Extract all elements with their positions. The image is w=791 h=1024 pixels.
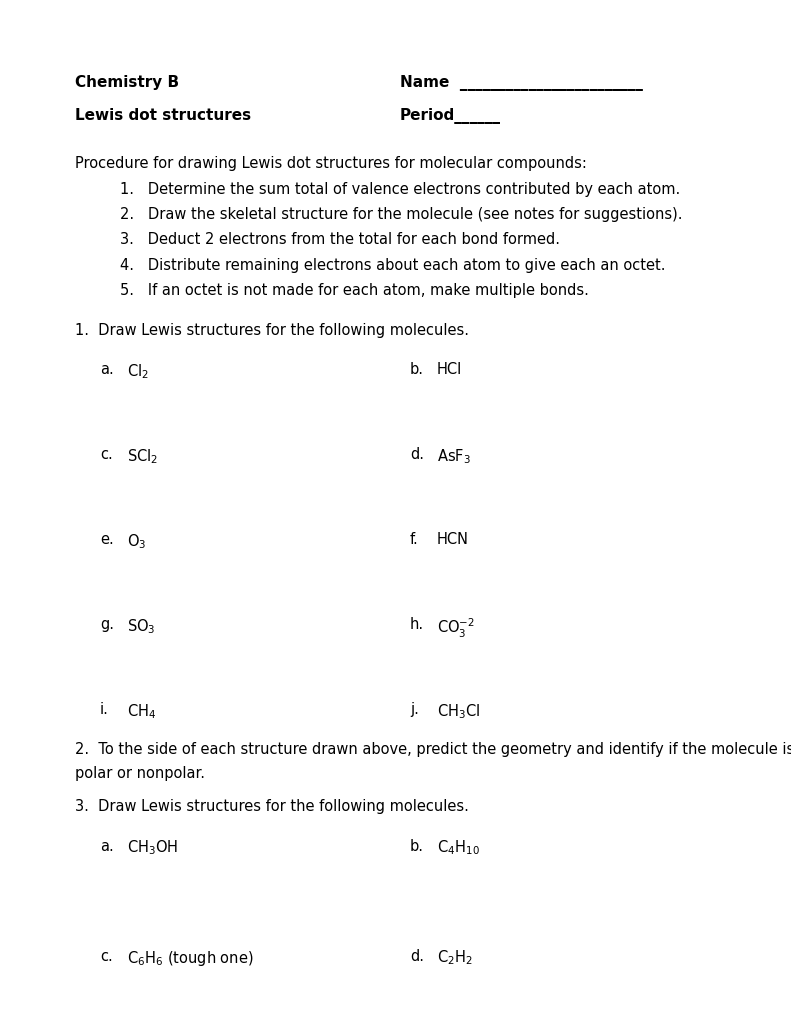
- Text: C$_6$H$_6$ (tough one): C$_6$H$_6$ (tough one): [127, 948, 254, 968]
- Text: f.: f.: [410, 532, 418, 547]
- Text: h.: h.: [410, 617, 424, 632]
- Text: e.: e.: [100, 532, 114, 547]
- Text: SO$_3$: SO$_3$: [127, 617, 156, 636]
- Text: 3.   Deduct 2 electrons from the total for each bond formed.: 3. Deduct 2 electrons from the total for…: [120, 232, 560, 248]
- Text: d.: d.: [410, 447, 424, 462]
- Text: HCl: HCl: [437, 362, 462, 377]
- Text: 3.  Draw Lewis structures for the following molecules.: 3. Draw Lewis structures for the followi…: [75, 799, 469, 814]
- Text: c.: c.: [100, 948, 113, 964]
- Text: 2.   Draw the skeletal structure for the molecule (see notes for suggestions).: 2. Draw the skeletal structure for the m…: [120, 207, 683, 222]
- Text: 5.   If an octet is not made for each atom, make multiple bonds.: 5. If an octet is not made for each atom…: [120, 283, 589, 298]
- Text: Period______: Period______: [400, 108, 501, 124]
- Text: Lewis dot structures: Lewis dot structures: [75, 108, 251, 123]
- Text: CO$_3^{-2}$: CO$_3^{-2}$: [437, 617, 475, 640]
- Text: C$_2$H$_2$: C$_2$H$_2$: [437, 948, 473, 968]
- Text: SCl$_2$: SCl$_2$: [127, 447, 158, 466]
- Text: Chemistry B: Chemistry B: [75, 75, 179, 90]
- Text: C$_4$H$_{10}$: C$_4$H$_{10}$: [437, 839, 480, 857]
- Text: CH$_3$OH: CH$_3$OH: [127, 839, 178, 857]
- Text: a.: a.: [100, 362, 114, 377]
- Text: g.: g.: [100, 617, 114, 632]
- Text: HCN: HCN: [437, 532, 469, 547]
- Text: Name  ________________________: Name ________________________: [400, 75, 643, 91]
- Text: b.: b.: [410, 362, 424, 377]
- Text: polar or nonpolar.: polar or nonpolar.: [75, 766, 205, 781]
- Text: Procedure for drawing Lewis dot structures for molecular compounds:: Procedure for drawing Lewis dot structur…: [75, 157, 587, 171]
- Text: i.: i.: [100, 702, 109, 717]
- Text: CH$_4$: CH$_4$: [127, 702, 157, 721]
- Text: d.: d.: [410, 948, 424, 964]
- Text: CH$_3$Cl: CH$_3$Cl: [437, 702, 480, 721]
- Text: AsF$_3$: AsF$_3$: [437, 447, 471, 466]
- Text: 1.   Determine the sum total of valence electrons contributed by each atom.: 1. Determine the sum total of valence el…: [120, 181, 680, 197]
- Text: c.: c.: [100, 447, 113, 462]
- Text: Cl$_2$: Cl$_2$: [127, 362, 149, 381]
- Text: O$_3$: O$_3$: [127, 532, 146, 551]
- Text: 1.  Draw Lewis structures for the following molecules.: 1. Draw Lewis structures for the followi…: [75, 323, 469, 338]
- Text: 2.  To the side of each structure drawn above, predict the geometry and identify: 2. To the side of each structure drawn a…: [75, 741, 791, 757]
- Text: b.: b.: [410, 839, 424, 853]
- Text: 4.   Distribute remaining electrons about each atom to give each an octet.: 4. Distribute remaining electrons about …: [120, 258, 665, 272]
- Text: a.: a.: [100, 839, 114, 853]
- Text: j.: j.: [410, 702, 419, 717]
